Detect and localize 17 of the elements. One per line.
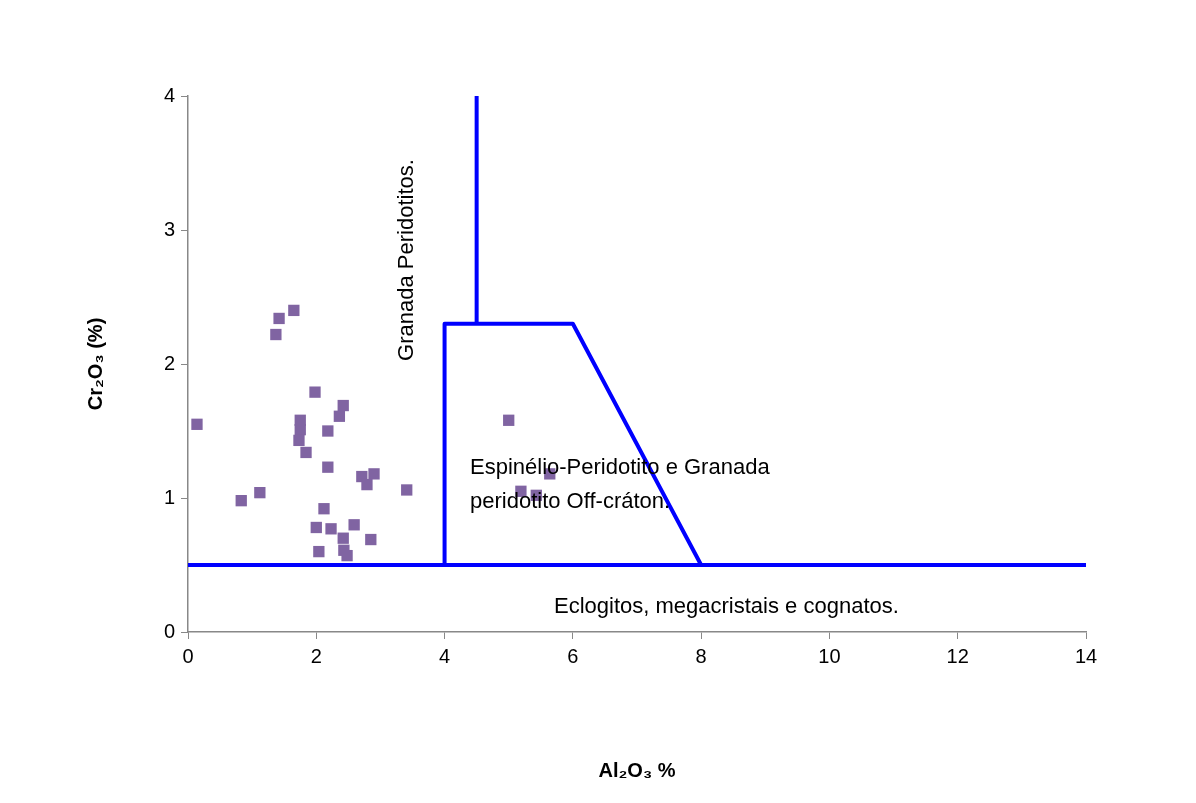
x-tick-label: 4 xyxy=(439,644,451,667)
y-tick-label: 0 xyxy=(163,619,175,642)
y-tick-label: 2 xyxy=(163,351,175,374)
x-tick-label: 12 xyxy=(946,644,969,667)
x-tick-label: 0 xyxy=(182,644,194,667)
annotation: Granada Peridotitos. xyxy=(393,159,419,361)
x-tick-label: 10 xyxy=(818,644,841,667)
x-tick-label: 6 xyxy=(567,644,579,667)
y-axis-title: Cr₂O₃ (%) xyxy=(83,317,106,411)
x-tick-label: 8 xyxy=(695,644,707,667)
y-tick-label: 1 xyxy=(163,485,175,508)
x-tick-label: 2 xyxy=(310,644,322,667)
x-tick-label: 14 xyxy=(1074,644,1098,667)
annotation: Eclogitos, megacristais e cognatos. xyxy=(554,593,899,619)
x-axis-title: Al₂O₃ % xyxy=(598,758,676,781)
y-tick-label: 3 xyxy=(163,217,175,240)
y-tick-label: 4 xyxy=(163,83,175,106)
